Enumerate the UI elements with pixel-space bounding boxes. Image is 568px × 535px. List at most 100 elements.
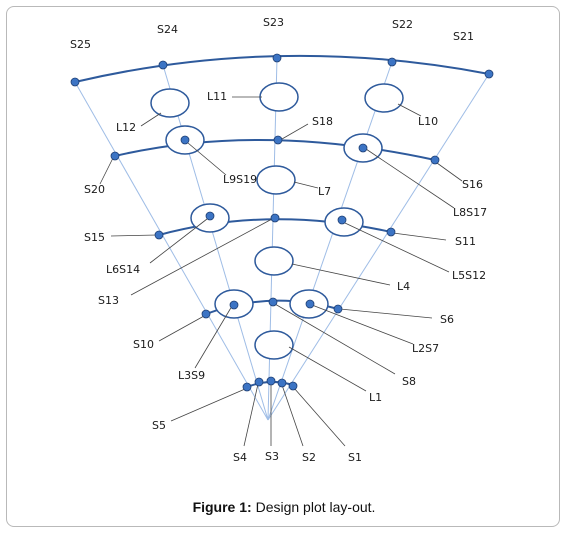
label-s16: S16 (462, 178, 483, 191)
leader-s16 (436, 162, 463, 182)
leader-s2 (281, 384, 304, 447)
arc-second (114, 138, 436, 161)
point-s10 (201, 309, 211, 319)
ray-s22 (267, 61, 393, 421)
leader-s15 (110, 234, 158, 237)
label-l12: L12 (116, 121, 136, 134)
leader-l2s7 (311, 304, 414, 345)
label-s23: S23 (263, 16, 284, 29)
point-s14 (205, 211, 215, 221)
label-s10: S10 (133, 338, 154, 351)
ray-s24 (162, 64, 269, 421)
label-s25: S25 (70, 38, 91, 51)
point-s12 (337, 215, 347, 225)
leader-s11 (392, 232, 447, 241)
leader-l9s19 (187, 142, 227, 176)
leader-s1 (293, 387, 346, 447)
leader-l1 (288, 346, 367, 392)
label-s3: S3 (265, 450, 279, 463)
ray-s23 (267, 57, 278, 421)
point-s4 (254, 377, 264, 387)
point-s8 (268, 297, 278, 307)
point-s23 (272, 53, 282, 63)
leader-l3s9 (194, 305, 233, 369)
arc-outer (74, 54, 490, 83)
label-l10: L10 (418, 115, 438, 128)
plot-l12 (150, 88, 190, 118)
ray-s21 (267, 73, 490, 421)
label-l11: L11 (207, 90, 227, 103)
point-s16 (430, 155, 440, 165)
leader-s6 (339, 308, 433, 319)
leader-l12 (140, 112, 162, 127)
ray-s25 (74, 81, 269, 421)
leader-s5 (170, 388, 246, 422)
plot-l1 (254, 330, 294, 360)
label-s6: S6 (440, 313, 454, 326)
label-l5s12: L5S12 (452, 269, 486, 282)
figure-caption-text: Design plot lay-out. (251, 499, 376, 515)
leader-s4 (243, 383, 259, 447)
leader-s20 (99, 157, 114, 185)
point-s1 (288, 381, 298, 391)
leader-l8s17 (365, 148, 455, 209)
plot-l4 (254, 246, 294, 276)
label-s11: S11 (455, 235, 476, 248)
label-s21: S21 (453, 30, 474, 43)
label-l1: L1 (369, 391, 382, 404)
radial-rays (74, 57, 490, 421)
leader-l4 (291, 263, 391, 286)
leader-l10 (397, 103, 422, 117)
figure-caption-label: Figure 1: (192, 499, 252, 515)
label-s1: S1 (348, 451, 362, 464)
point-s6 (333, 304, 343, 314)
station-points (70, 53, 494, 392)
label-s8: S8 (402, 375, 416, 388)
label-s24: S24 (157, 23, 178, 36)
point-s22 (387, 57, 397, 67)
figure-caption: Figure 1: Design plot lay-out. (0, 499, 568, 515)
point-s20 (110, 151, 120, 161)
label-l2s7: L2S7 (412, 342, 439, 355)
point-s15 (154, 230, 164, 240)
label-l6s14: L6S14 (106, 263, 140, 276)
labels: S25 S24 S23 S22 S21 L12 L11 L10 S18 L9S1… (70, 16, 487, 464)
plot-l7 (256, 165, 296, 195)
label-s2: S2 (302, 451, 316, 464)
label-l8s17: L8S17 (453, 206, 487, 219)
plot-l11 (259, 82, 299, 112)
point-s9 (229, 300, 239, 310)
plot-l10 (364, 83, 404, 113)
point-s17 (358, 143, 368, 153)
label-l7: L7 (318, 185, 331, 198)
label-l9s19: L9S19 (223, 173, 257, 186)
leader-lines (99, 96, 463, 447)
leader-l7 (293, 181, 319, 189)
point-s21 (484, 69, 494, 79)
label-s18: S18 (312, 115, 333, 128)
label-s4: S4 (233, 451, 247, 464)
label-s15: S15 (84, 231, 105, 244)
point-s24 (158, 60, 168, 70)
leader-l5s12 (344, 222, 450, 273)
label-s22: S22 (392, 18, 413, 31)
point-s19 (180, 135, 190, 145)
point-s7 (305, 299, 315, 309)
label-l4: L4 (397, 280, 410, 293)
point-s25 (70, 77, 80, 87)
point-s13 (270, 213, 280, 223)
leader-s13 (130, 218, 273, 296)
leader-s18 (281, 123, 309, 140)
leader-s10 (158, 315, 205, 342)
label-s20: S20 (84, 183, 105, 196)
point-s3 (266, 376, 276, 386)
point-s2 (277, 378, 287, 388)
point-s18 (273, 135, 283, 145)
label-s13: S13 (98, 294, 119, 307)
point-s5 (242, 382, 252, 392)
label-l3s9: L3S9 (178, 369, 205, 382)
label-s5: S5 (152, 419, 166, 432)
leader-l6s14 (149, 218, 208, 264)
leader-s8 (274, 303, 396, 375)
